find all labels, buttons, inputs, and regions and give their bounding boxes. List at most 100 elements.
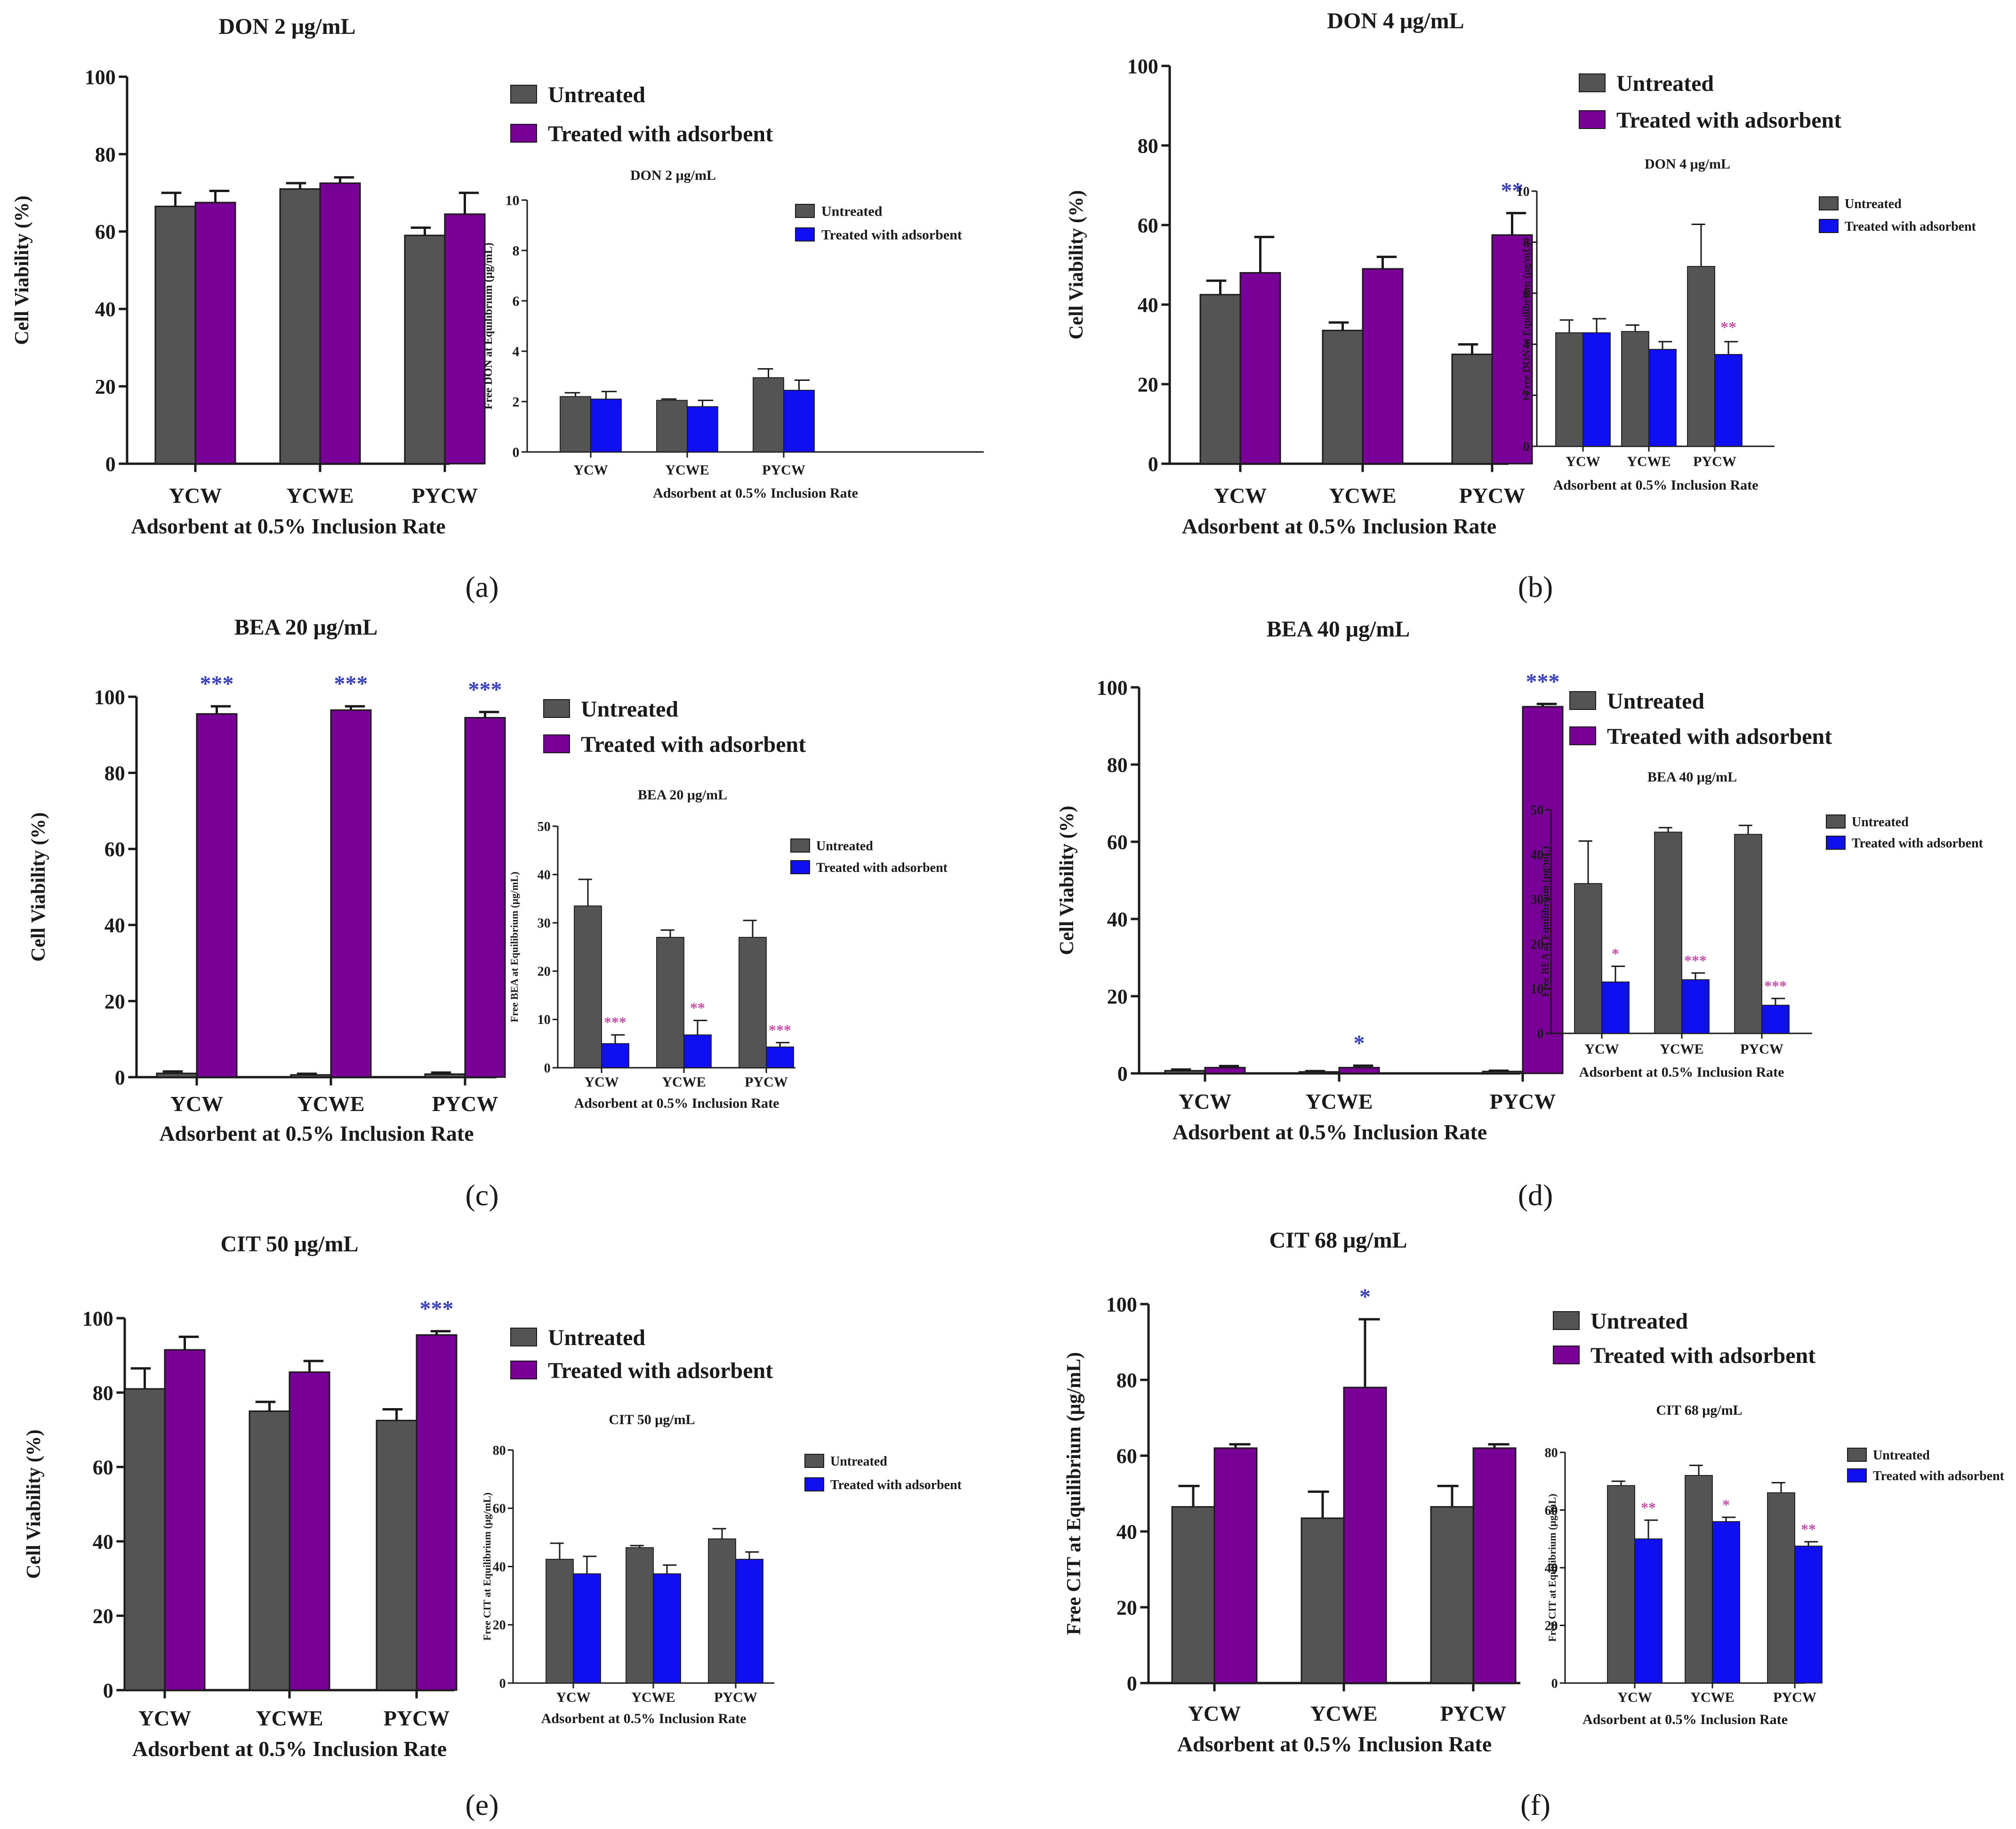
legend: Untreated Treated with adsorbent bbox=[543, 697, 806, 757]
y-tick-label: 100 bbox=[85, 65, 116, 89]
y-tick-label: 50 bbox=[538, 820, 551, 834]
bar-treated-ycwe bbox=[1343, 1386, 1387, 1684]
bar-untreated-ycw bbox=[156, 1072, 198, 1078]
y-tick-label: 30 bbox=[1531, 893, 1544, 907]
legend-label-treated: Treated with adsorbent bbox=[1607, 724, 1832, 749]
bar-untreated-pycw bbox=[1767, 1492, 1795, 1684]
bar-treated-ycw bbox=[590, 398, 622, 452]
bar-treated-ycw bbox=[1204, 1067, 1246, 1074]
y-tick-label: 80 bbox=[1107, 753, 1128, 776]
category-label-ycwe: YCWE bbox=[297, 1092, 364, 1116]
chart-title: CIT 68 μg/mL bbox=[1269, 1228, 1407, 1253]
y-tick-label: 50 bbox=[1531, 803, 1544, 818]
category-label-ycw: YCW bbox=[573, 462, 608, 478]
y-axis-label: Cell Viability (%) bbox=[11, 195, 33, 345]
bar-untreated-pycw bbox=[1687, 266, 1715, 447]
bar-untreated-ycw bbox=[124, 1388, 166, 1691]
bar-untreated-ycw bbox=[1555, 332, 1583, 447]
y-axis-label: Free CIT at Equilibrium (μg/mL) bbox=[1063, 1352, 1085, 1635]
y-tick-label: 0 bbox=[1148, 452, 1158, 475]
significance-marker: ** bbox=[1720, 319, 1736, 336]
bar-untreated-ycw bbox=[1171, 1506, 1215, 1684]
bar-treated-ycwe bbox=[319, 182, 361, 465]
x-axis-label: Adsorbent at 0.5% Inclusion Rate bbox=[574, 1096, 779, 1111]
legend-swatch-untreated bbox=[1553, 1311, 1580, 1330]
y-tick-label: 60 bbox=[1116, 1444, 1137, 1467]
legend: Untreated Treated with adsorbent bbox=[1819, 196, 1976, 234]
legend-label-untreated: Untreated bbox=[830, 1454, 887, 1469]
legend-label-treated: Treated with adsorbent bbox=[1852, 836, 1984, 851]
legend-swatch-treated bbox=[1553, 1346, 1580, 1364]
panel-label-f: (f) bbox=[1520, 1788, 1550, 1821]
y-tick-label: 0 bbox=[103, 1679, 113, 1702]
y-tick-label: 10 bbox=[1531, 982, 1544, 997]
bar-treated-ycwe bbox=[1362, 268, 1404, 465]
y-tick-label: 40 bbox=[493, 1560, 506, 1574]
legend-swatch-untreated bbox=[510, 1328, 537, 1346]
panel-labels: (a) (b) (c) (d) (e) (f) bbox=[465, 570, 1553, 1821]
y-tick-label: 100 bbox=[1097, 676, 1128, 699]
category-label-pycw: PYCW bbox=[384, 1706, 450, 1730]
bar-untreated-ycw bbox=[560, 396, 591, 452]
legend: Untreated Treated with adsorbent bbox=[795, 204, 962, 243]
y-tick-label: 60 bbox=[493, 1502, 506, 1516]
y-axis-label: Cell Viability (%) bbox=[1056, 806, 1078, 955]
legend-swatch-untreated bbox=[1569, 691, 1596, 710]
category-label-ycw: YCW bbox=[556, 1690, 590, 1705]
legend-swatch-untreated bbox=[1819, 196, 1839, 210]
bar-treated-ycw bbox=[601, 1043, 629, 1068]
bar-untreated-ycwe bbox=[1301, 1517, 1345, 1684]
x-axis-label: Adsorbent at 0.5% Inclusion Rate bbox=[541, 1711, 747, 1726]
significance-marker: * bbox=[1722, 1496, 1730, 1513]
legend-label-untreated: Untreated bbox=[821, 204, 883, 219]
y-tick-label: 60 bbox=[1138, 214, 1158, 237]
chart-title: BEA 40 μg/mL bbox=[1647, 769, 1737, 785]
category-label-ycw: YCW bbox=[1188, 1701, 1241, 1725]
bar-treated-ycwe bbox=[330, 709, 372, 1078]
y-tick-label: 8 bbox=[513, 243, 520, 259]
y-axis-label: Cell Viability (%) bbox=[28, 812, 49, 961]
y-tick-label: 100 bbox=[94, 685, 125, 709]
y-tick-label: 20 bbox=[1138, 373, 1158, 396]
x-axis-label: Adsorbent at 0.5% Inclusion Rate bbox=[1579, 1064, 1784, 1080]
y-tick-label: 20 bbox=[93, 1604, 113, 1628]
y-tick-label: 40 bbox=[1138, 293, 1158, 316]
category-label-ycw: YCW bbox=[1566, 454, 1600, 469]
category-label-ycw: YCW bbox=[1584, 1041, 1619, 1057]
category-label-pycw: PYCW bbox=[1459, 483, 1526, 508]
legend-label-treated: Treated with adsorbent bbox=[830, 1478, 962, 1492]
category-label-pycw: PYCW bbox=[412, 483, 478, 508]
category-label-ycwe: YCWE bbox=[286, 483, 353, 508]
y-tick-label: 20 bbox=[104, 990, 125, 1013]
significance-marker: ** bbox=[1641, 1499, 1656, 1516]
bar-treated-ycwe bbox=[289, 1371, 330, 1691]
panel-label-a: (a) bbox=[465, 570, 498, 604]
category-label-ycw: YCW bbox=[138, 1706, 191, 1730]
chart-e-main: CIT 50 μg/mL 0 20 40 60 80 100 Cell Viability (… bbox=[23, 1232, 773, 1761]
bar-treated-ycw bbox=[196, 713, 238, 1078]
category-label-pycw: PYCW bbox=[1773, 1690, 1816, 1705]
bar-untreated-ycw bbox=[546, 1559, 574, 1684]
category-label-ycwe: YCWE bbox=[1305, 1089, 1373, 1113]
y-tick-label: 10 bbox=[506, 193, 520, 209]
y-tick-label: 20 bbox=[1116, 1596, 1137, 1619]
legend-label-untreated: Untreated bbox=[1845, 197, 1902, 211]
legend-swatch-treated bbox=[1579, 110, 1606, 129]
category-label-pycw: PYCW bbox=[1440, 1701, 1507, 1725]
legend-swatch-untreated bbox=[543, 699, 570, 718]
y-tick-label: 0 bbox=[499, 1676, 506, 1691]
y-tick-label: 80 bbox=[93, 1381, 113, 1404]
bar-treated-pycw bbox=[1714, 354, 1743, 447]
significance-marker: ** bbox=[1501, 178, 1524, 203]
chart-title: DON 4 μg/mL bbox=[1645, 156, 1730, 172]
y-tick-label: 60 bbox=[1107, 830, 1128, 854]
legend-label-untreated: Untreated bbox=[581, 697, 678, 722]
legend-swatch-untreated bbox=[1826, 814, 1846, 829]
x-axis-label: Adsorbent at 0.5% Inclusion Rate bbox=[132, 1737, 447, 1761]
y-tick-label: 0 bbox=[544, 1061, 551, 1076]
legend-label-untreated: Untreated bbox=[1607, 689, 1704, 714]
y-tick-label: 40 bbox=[538, 868, 551, 882]
